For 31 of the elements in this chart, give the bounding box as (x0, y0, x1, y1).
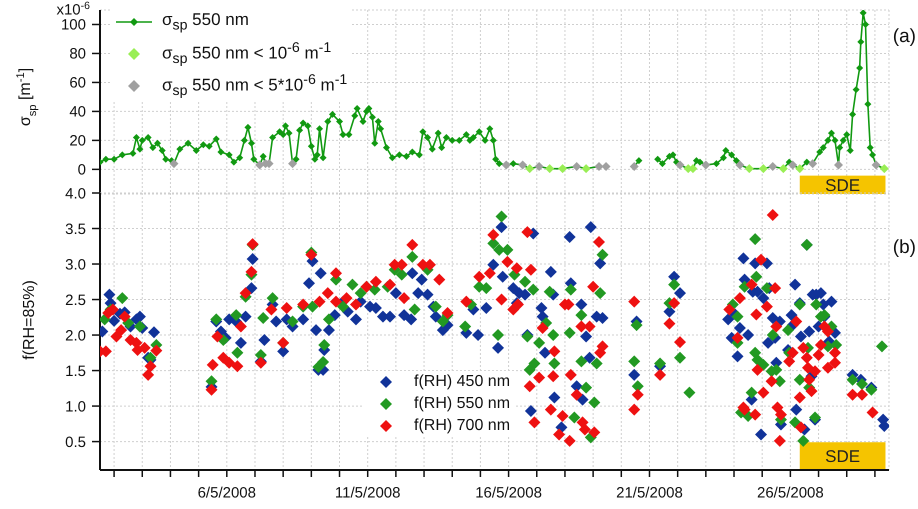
x-tick-label: 16/5/2008 (475, 484, 542, 502)
y-tick-label: 20 (69, 132, 86, 150)
y-tick-label: 1.5 (65, 362, 86, 380)
band-label: SDE (825, 447, 860, 466)
band-label: SDE (825, 176, 860, 195)
y-tick-label: 1.0 (65, 398, 86, 416)
x-tick-label: 26/5/2008 (757, 484, 824, 502)
legend-label: σ$_{sp}$ 550 nm (162, 10, 249, 34)
legend-label: f(RH) 450 nm (414, 373, 510, 391)
x-tick-label: 6/5/2008 (198, 484, 256, 502)
y-tick-label: 2.5 (65, 292, 86, 309)
x-tick-label: 21/5/2008 (616, 484, 683, 502)
y-tick-label: 0 (78, 162, 86, 179)
y-tick-label: 80 (69, 46, 86, 63)
y-tick-label: 0.5 (65, 434, 86, 451)
y-tick-label: 60 (69, 74, 86, 92)
y-tick-label: 3.5 (65, 220, 86, 238)
legend-label: σ$_{sp}$ 550 nm < 10$^{-6}$ m$^{-1}$ (162, 40, 332, 68)
text: (a) (892, 26, 916, 48)
text: x10$^{-6}$ (56, 0, 90, 19)
y-tick-label: 100 (60, 16, 86, 34)
x-tick-label: 11/5/2008 (334, 484, 401, 502)
legend-label: f(RH) 700 nm (414, 417, 510, 435)
y-axis-title: f(RH=85%) (21, 280, 38, 360)
y-tick-label: 3.0 (65, 256, 86, 274)
text: (b) (892, 237, 916, 259)
y-tick-label: 4.0 (65, 185, 86, 202)
y-tick-label: 2.0 (65, 327, 86, 344)
y-tick-label: 40 (69, 104, 86, 121)
legend-label: f(RH) 550 nm (414, 395, 510, 413)
legend-label: σ$_{sp}$ 550 nm < 5*10$^{-6}$ m$^{-1}$ (162, 72, 348, 100)
